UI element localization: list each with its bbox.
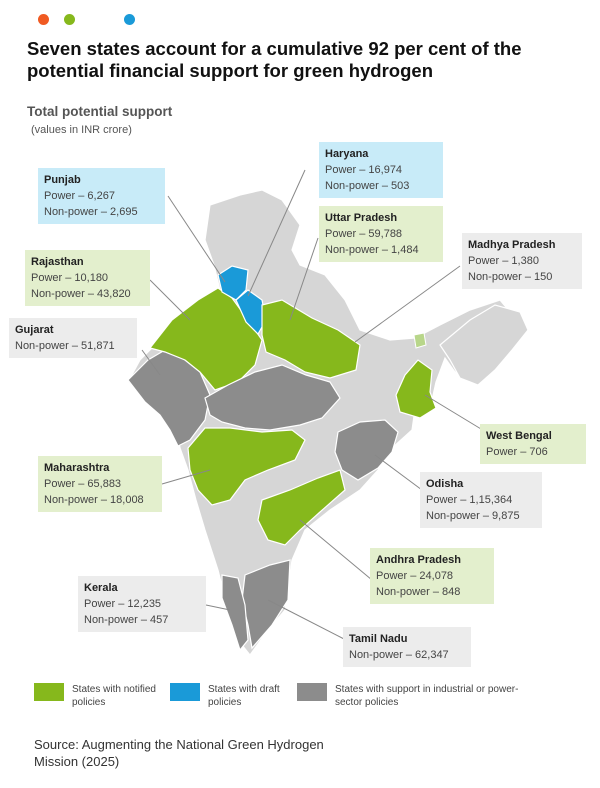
odisha-callout: Odisha Power – 1,15,364 Non-power – 9,87… [420,472,542,528]
maharashtra-name: Maharashtra [44,462,110,474]
gujarat-nonpower: Non-power – 51,871 [15,340,115,352]
orange-dot-icon [38,14,49,25]
kerala-shape [221,574,249,652]
madhya-pradesh-power: Power – 1,380 [468,255,539,267]
notified-swatch [34,683,64,701]
uttar-pradesh-power: Power – 59,788 [325,228,403,240]
madhya-pradesh-nonpower: Non-power – 150 [468,271,553,283]
tamil-nadu-shape [241,559,291,650]
uttar-pradesh-callout: Uttar Pradesh Power – 59,788 Non-power –… [319,206,443,262]
map-subtitle: Total potential support [27,104,173,119]
andhra-pradesh-name: Andhra Pradesh [376,554,461,566]
rajasthan-name: Rajasthan [31,256,84,268]
kerala-power: Power – 12,235 [84,598,162,610]
uttar-pradesh-name: Uttar Pradesh [325,212,398,224]
madhya-pradesh-shape [204,364,341,431]
gujarat-callout: Gujarat Non-power – 51,871 [9,318,137,358]
haryana-name: Haryana [325,148,369,160]
maharashtra-nonpower: Non-power – 18,008 [44,494,144,506]
industrial-swatch [297,683,327,701]
west-bengal-callout: West Bengal Power – 706 [480,424,586,464]
madhya-pradesh-callout: Madhya Pradesh Power – 1,380 Non-power –… [462,233,582,289]
andhra-pradesh-callout: Andhra Pradesh Power – 24,078 Non-power … [370,548,494,604]
sikkim-shape [413,332,427,349]
punjab-name: Punjab [44,174,81,186]
tamil-nadu-name: Tamil Nadu [349,633,408,645]
odisha-nonpower: Non-power – 9,875 [426,510,520,522]
west-bengal-power: Power – 706 [486,446,548,458]
odisha-name: Odisha [426,478,464,490]
andhra-pradesh-power: Power – 24,078 [376,570,454,582]
punjab-power: Power – 6,267 [44,190,115,202]
punjab-nonpower: Non-power – 2,695 [44,206,138,218]
connector-lines [141,169,487,641]
page-title: Seven states account for a cumulative 92… [27,38,522,81]
legend-industrial-label: States with support in industrial or pow… [335,684,519,708]
source-note: Source: Augmenting the National Green Hy… [34,737,324,769]
kerala-name: Kerala [84,582,118,594]
draft-swatch [170,683,200,701]
haryana-power: Power – 16,974 [325,164,403,176]
northeast-region [439,304,529,386]
legend-draft-label: States with draft policies [208,684,280,708]
odisha-shape [334,419,399,481]
haryana-nonpower: Non-power – 503 [325,180,410,192]
uttar-pradesh-nonpower: Non-power – 1,484 [325,244,419,256]
maharashtra-power: Power – 65,883 [44,478,122,490]
rajasthan-callout: Rajasthan Power – 10,180 Non-power – 43,… [25,250,150,306]
rajasthan-shape [148,287,263,391]
legend-notified-label: States with notified policies [72,684,156,708]
kerala-callout: Kerala Power – 12,235 Non-power – 457 [78,576,206,632]
west-bengal-shape [395,359,437,419]
andhra-pradesh-shape [257,469,346,546]
maharashtra-shape [187,427,306,506]
uttar-pradesh-shape [261,299,361,379]
blue-dot-icon [124,14,135,25]
green-dot-icon [64,14,75,25]
punjab-callout: Punjab Power – 6,267 Non-power – 2,695 [38,168,165,224]
west-bengal-name: West Bengal [486,430,552,442]
haryana-callout: Haryana Power – 16,974 Non-power – 503 [319,142,443,198]
tamil-nadu-nonpower: Non-power – 62,347 [349,649,449,661]
tamil-nadu-callout: Tamil Nadu Non-power – 62,347 [343,627,471,667]
units-note: (values in INR crore) [31,124,132,136]
rajasthan-nonpower: Non-power – 43,820 [31,288,131,300]
andhra-pradesh-nonpower: Non-power – 848 [376,586,461,598]
maharashtra-callout: Maharashtra Power – 65,883 Non-power – 1… [38,456,162,512]
madhya-pradesh-name: Madhya Pradesh [468,239,556,251]
rajasthan-power: Power – 10,180 [31,272,109,284]
gujarat-name: Gujarat [15,324,54,336]
punjab-shape [217,265,249,301]
odisha-power: Power – 1,15,364 [426,494,513,506]
kerala-nonpower: Non-power – 457 [84,614,169,626]
